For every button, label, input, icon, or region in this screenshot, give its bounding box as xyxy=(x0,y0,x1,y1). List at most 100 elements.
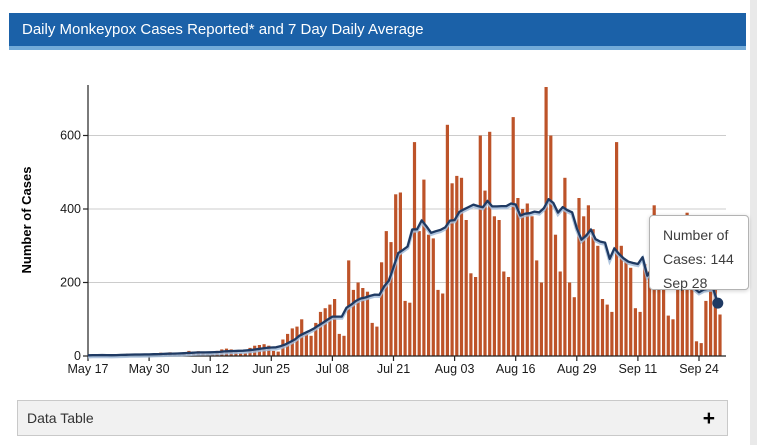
bar[interactable] xyxy=(568,282,572,357)
bar[interactable] xyxy=(422,179,426,356)
bar[interactable] xyxy=(394,194,398,356)
bar[interactable] xyxy=(365,291,370,356)
bar[interactable] xyxy=(539,282,543,357)
bar[interactable] xyxy=(474,277,478,356)
bar[interactable] xyxy=(328,304,332,356)
bar[interactable] xyxy=(450,183,454,356)
bar[interactable] xyxy=(704,300,708,356)
bar[interactable] xyxy=(671,319,675,357)
bar[interactable] xyxy=(436,289,440,357)
bar[interactable] xyxy=(549,135,553,357)
bar[interactable] xyxy=(488,131,492,356)
bar[interactable] xyxy=(304,333,308,356)
bar[interactable] xyxy=(680,289,684,357)
bar[interactable] xyxy=(666,315,670,356)
bar[interactable] xyxy=(713,288,717,356)
bar[interactable] xyxy=(586,205,590,356)
bar[interactable] xyxy=(633,308,637,356)
bar[interactable] xyxy=(624,260,628,356)
bar[interactable] xyxy=(389,242,393,356)
bar[interactable] xyxy=(676,289,680,357)
bar[interactable] xyxy=(314,322,318,356)
bar[interactable] xyxy=(375,326,379,356)
y-tick-label: 0 xyxy=(74,349,81,363)
bar[interactable] xyxy=(370,322,374,356)
bar[interactable] xyxy=(511,117,515,356)
bar[interactable] xyxy=(445,124,449,356)
bar[interactable] xyxy=(431,238,435,356)
bar[interactable] xyxy=(544,87,548,356)
bar[interactable] xyxy=(380,262,384,356)
chart-title-bar: Daily Monkeypox Cases Reported* and 7 Da… xyxy=(9,13,746,50)
bar[interactable] xyxy=(408,302,412,356)
bar[interactable] xyxy=(572,297,576,356)
bar[interactable] xyxy=(638,311,642,356)
bar[interactable] xyxy=(497,220,501,356)
bar[interactable] xyxy=(596,245,600,357)
bar[interactable] xyxy=(516,198,520,356)
bar[interactable] xyxy=(276,351,280,356)
bar[interactable] xyxy=(577,198,581,356)
bar[interactable] xyxy=(403,300,407,356)
hover-tooltip: Number of Cases: 144 Sep 28 xyxy=(649,215,749,291)
bar[interactable] xyxy=(662,289,666,357)
bar[interactable] xyxy=(342,335,346,356)
bar[interactable] xyxy=(690,249,694,356)
bar[interactable] xyxy=(271,350,276,356)
bar[interactable] xyxy=(699,343,703,356)
bar[interactable] xyxy=(657,289,661,357)
bar[interactable] xyxy=(521,209,525,356)
bar[interactable] xyxy=(563,177,567,356)
bar[interactable] xyxy=(337,333,341,356)
tooltip-line-3: Sep 28 xyxy=(663,275,708,291)
x-tick-label: Jul 08 xyxy=(316,362,349,376)
bar[interactable] xyxy=(502,271,506,357)
bar[interactable] xyxy=(318,311,323,356)
bar[interactable] xyxy=(535,260,539,356)
expand-plus-icon[interactable]: + xyxy=(702,406,715,430)
bar[interactable] xyxy=(591,229,595,356)
bar[interactable] xyxy=(553,234,558,356)
bar[interactable] xyxy=(647,271,652,357)
bar[interactable] xyxy=(309,335,313,356)
bar[interactable] xyxy=(506,277,511,356)
bar[interactable] xyxy=(483,190,487,356)
bar[interactable] xyxy=(361,288,365,356)
bar[interactable] xyxy=(243,353,247,356)
data-table-accordion[interactable]: Data Table + xyxy=(17,400,728,436)
bar[interactable] xyxy=(525,203,529,357)
bar[interactable] xyxy=(558,271,562,357)
bar[interactable] xyxy=(323,308,327,356)
bar[interactable] xyxy=(384,231,388,357)
bar[interactable] xyxy=(356,282,360,357)
bar[interactable] xyxy=(619,245,623,357)
bar[interactable] xyxy=(417,231,421,357)
bar[interactable] xyxy=(694,341,699,356)
bar[interactable] xyxy=(412,142,417,356)
bar[interactable] xyxy=(709,284,713,356)
bar[interactable] xyxy=(398,192,402,357)
bar[interactable] xyxy=(600,299,605,356)
bar[interactable] xyxy=(530,216,534,356)
bar[interactable] xyxy=(455,175,459,356)
bar[interactable] xyxy=(464,220,468,356)
bar[interactable] xyxy=(605,304,609,356)
bar[interactable] xyxy=(478,135,482,357)
bar[interactable] xyxy=(610,311,614,356)
bar[interactable] xyxy=(239,353,243,356)
bar[interactable] xyxy=(441,293,445,357)
bar[interactable] xyxy=(718,314,722,357)
bar[interactable] xyxy=(615,142,619,356)
bar[interactable] xyxy=(351,289,355,357)
bar[interactable] xyxy=(629,267,633,356)
bar[interactable] xyxy=(459,177,464,356)
tooltip-line-2: Cases: 144 xyxy=(663,251,734,267)
bar[interactable] xyxy=(643,264,647,356)
bar[interactable] xyxy=(427,234,431,356)
bar[interactable] xyxy=(492,216,496,356)
bar[interactable] xyxy=(469,273,473,356)
x-tick-label: Aug 29 xyxy=(557,362,597,376)
bar[interactable] xyxy=(582,216,586,356)
bar[interactable] xyxy=(333,299,337,356)
